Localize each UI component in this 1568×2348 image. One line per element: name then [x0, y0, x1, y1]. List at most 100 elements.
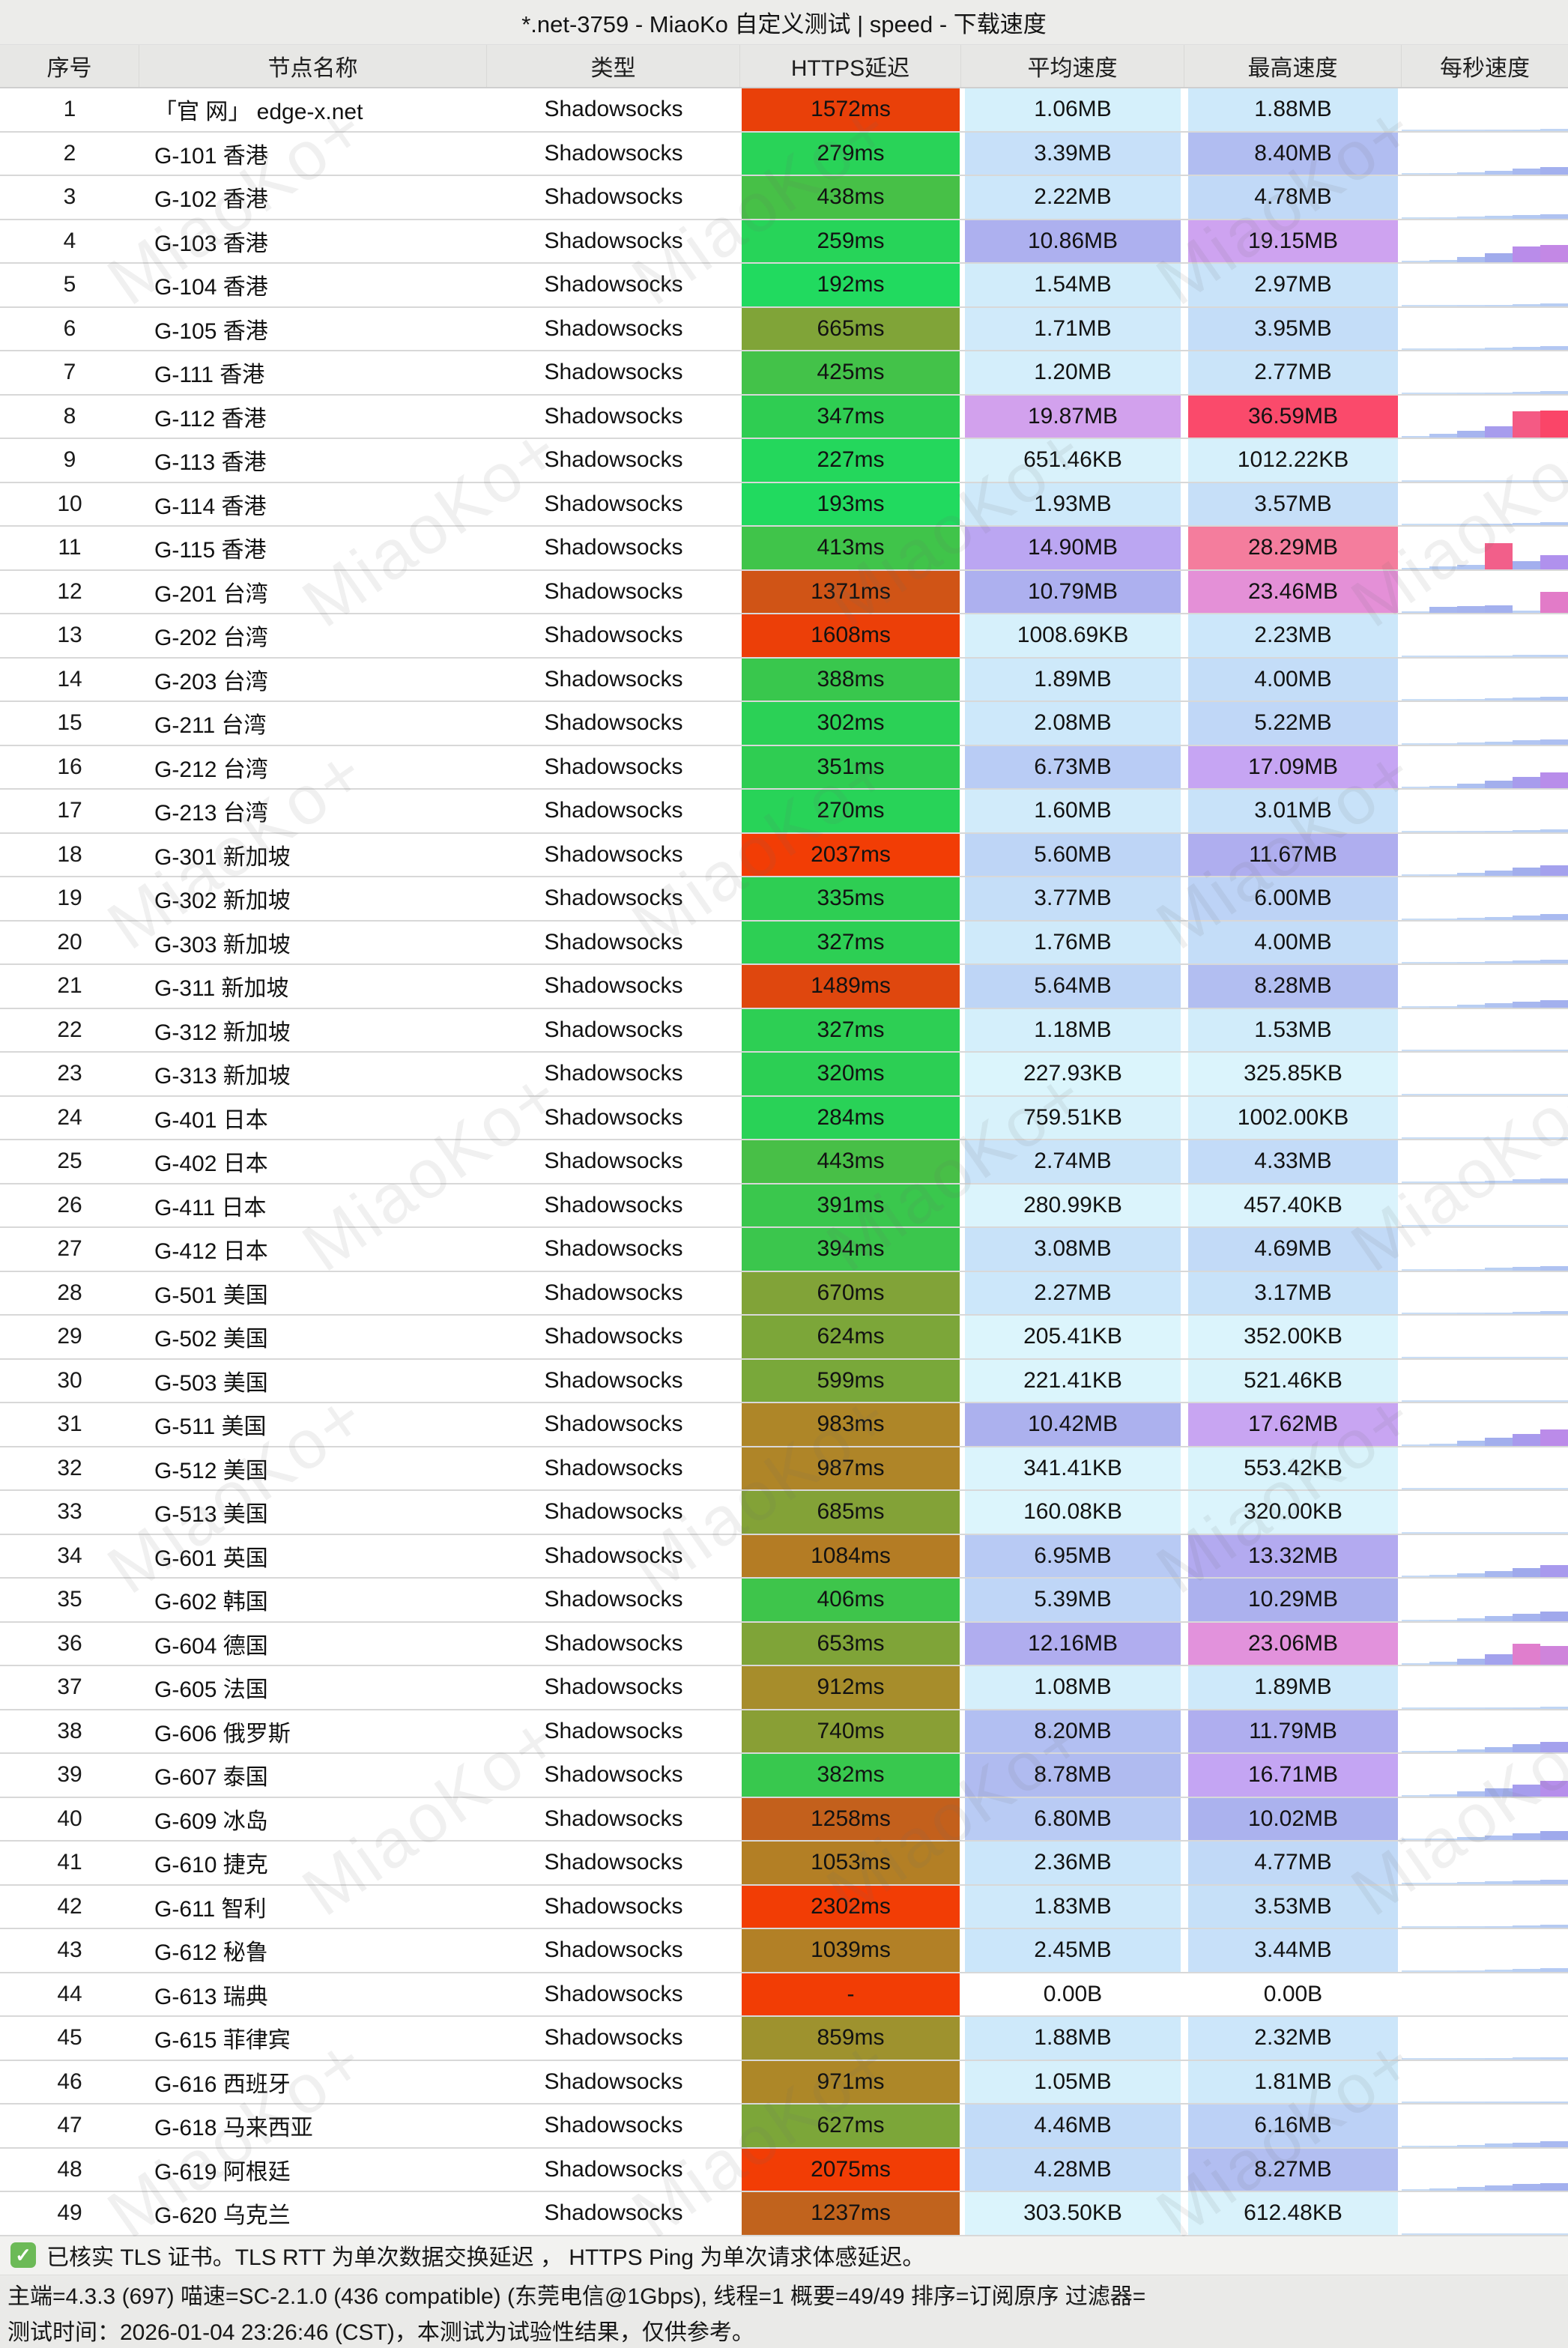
sparkline-bar — [1402, 479, 1429, 482]
sparkline-bar — [1402, 699, 1429, 701]
row-sparkline — [1402, 1316, 1568, 1358]
row-type: Shadowsocks — [544, 1061, 683, 1086]
sparkline-bar — [1513, 303, 1540, 306]
row-avg-speed: 3.08MB — [965, 1228, 1181, 1271]
row-index: 48 — [57, 2156, 82, 2182]
sparkline-bar — [1457, 392, 1485, 394]
row-max-speed: 17.62MB — [1188, 1403, 1398, 1446]
row-latency: 1371ms — [742, 570, 960, 613]
sparkline-bar — [1429, 1619, 1457, 1621]
row-latency: 1039ms — [742, 1929, 960, 1972]
table-row: 16 G-212 台湾 Shadowsocks 351ms 6.73MB 17.… — [0, 745, 1568, 790]
row-latency: 624ms — [742, 1316, 960, 1358]
row-latency: 1608ms — [742, 614, 960, 657]
row-node-name: G-502 美国 — [154, 1327, 268, 1352]
sparkline-bar — [1485, 1093, 1513, 1095]
table-row: 6 G-105 香港 Shadowsocks 665ms 1.71MB 3.95… — [0, 307, 1568, 351]
row-max-speed: 1.81MB — [1188, 2060, 1398, 2103]
column-header-max-speed: 最高速度 — [1184, 45, 1402, 87]
sparkline-bar — [1513, 214, 1540, 219]
row-type: Shadowsocks — [544, 535, 683, 560]
sparkline-bar — [1485, 253, 1513, 262]
sparkline-bar — [1513, 829, 1540, 832]
sparkline-bar — [1429, 1882, 1457, 1884]
sparkline-bar — [1402, 304, 1429, 306]
row-index: 36 — [57, 1630, 82, 1656]
table-row: 44 G-613 瑞典 Shadowsocks - 0.00B 0.00B — [0, 1973, 1568, 2017]
row-avg-speed: 1.05MB — [965, 2060, 1181, 2103]
row-index: 11 — [58, 535, 82, 560]
row-index: 29 — [57, 1324, 82, 1349]
row-latency: 284ms — [742, 1096, 960, 1139]
sparkline-bar — [1513, 1880, 1540, 1884]
row-index: 15 — [57, 710, 82, 736]
row-avg-speed: 2.27MB — [965, 1271, 1181, 1314]
sparkline-bar — [1429, 1926, 1457, 1928]
row-latency: 971ms — [742, 2060, 960, 2103]
row-index: 3 — [63, 184, 76, 210]
table-row: 38 G-606 俄罗斯 Shadowsocks 740ms 8.20MB 11… — [0, 1710, 1568, 1754]
row-max-speed: 3.01MB — [1188, 790, 1398, 832]
sparkline-bar — [1429, 1356, 1457, 1358]
sparkline-bar — [1402, 2233, 1429, 2235]
sparkline-bar — [1513, 1744, 1540, 1752]
row-avg-speed: 2.45MB — [965, 1929, 1181, 1972]
sparkline-bar — [1540, 1830, 1568, 1840]
table-row: 49 G-620 乌克兰 Shadowsocks 1237ms 303.50KB… — [0, 2192, 1568, 2236]
footer-summary-line: 主端=4.3.3 (697) 喵速=SC-2.1.0 (436 compatib… — [0, 2275, 1568, 2313]
row-latency: 327ms — [742, 921, 960, 963]
sparkline-bar — [1402, 787, 1429, 788]
row-type: Shadowsocks — [544, 623, 683, 648]
row-node-name: G-412 日本 — [154, 1239, 268, 1265]
row-node-name: G-401 日本 — [154, 1107, 268, 1133]
row-index: 32 — [57, 1455, 82, 1480]
row-index: 2 — [63, 140, 76, 166]
row-avg-speed: 1.54MB — [965, 264, 1181, 306]
row-latency: 270ms — [742, 790, 960, 832]
sparkline-bar — [1485, 830, 1513, 832]
sparkline-bar — [1513, 391, 1540, 394]
sparkline-bar — [1513, 2184, 1540, 2191]
sparkline-bar — [1402, 1488, 1429, 1489]
sparkline-bar — [1457, 129, 1485, 131]
sparkline-bar — [1485, 426, 1513, 438]
sparkline-bar — [1402, 1663, 1429, 1665]
table-row: 45 G-615 菲律宾 Shadowsocks 859ms 1.88MB 2.… — [0, 2017, 1568, 2061]
sparkline-bar — [1485, 1531, 1513, 1534]
sparkline-bar — [1402, 1268, 1429, 1271]
row-avg-speed: 227.93KB — [965, 1053, 1181, 1095]
sparkline-bar — [1429, 1225, 1457, 1226]
sparkline-bar — [1429, 1750, 1457, 1752]
sparkline-bar — [1540, 1488, 1568, 1489]
sparkline-bar — [1485, 1003, 1513, 1008]
row-node-name: G-613 瑞典 — [154, 1984, 268, 2009]
sparkline-bar — [1540, 1311, 1568, 1314]
sparkline-bar — [1457, 1658, 1485, 1665]
sparkline-bar — [1513, 1179, 1540, 1183]
sparkline-bar — [1457, 348, 1485, 350]
row-avg-speed: 10.79MB — [965, 570, 1181, 613]
sparkline-bar — [1540, 1781, 1568, 1797]
row-max-speed: 1002.00KB — [1188, 1096, 1398, 1139]
sparkline-bar — [1429, 1443, 1457, 1446]
table-row: 32 G-512 美国 Shadowsocks 987ms 341.41KB 5… — [0, 1447, 1568, 1491]
sparkline-bar — [1429, 1005, 1457, 1008]
row-node-name: G-101 香港 — [154, 143, 268, 169]
sparkline-bar — [1513, 1225, 1540, 1226]
sparkline-bar — [1485, 1788, 1513, 1797]
row-sparkline — [1402, 659, 1568, 701]
row-sparkline — [1402, 1710, 1568, 1752]
sparkline-bar — [1457, 304, 1485, 306]
sparkline-bar — [1429, 1093, 1457, 1095]
row-type: Shadowsocks — [544, 841, 683, 867]
row-sparkline — [1402, 2192, 1568, 2235]
check-icon: ✓ — [10, 2242, 36, 2268]
row-sparkline — [1402, 1447, 1568, 1489]
sparkline-bar — [1540, 129, 1568, 131]
row-avg-speed: 10.86MB — [965, 220, 1181, 262]
sparkline-bar — [1540, 554, 1568, 569]
table-row: 12 G-201 台湾 Shadowsocks 1371ms 10.79MB 2… — [0, 570, 1568, 614]
row-sparkline — [1402, 1228, 1568, 1271]
row-sparkline — [1402, 877, 1568, 920]
sparkline-bar — [1429, 699, 1457, 701]
